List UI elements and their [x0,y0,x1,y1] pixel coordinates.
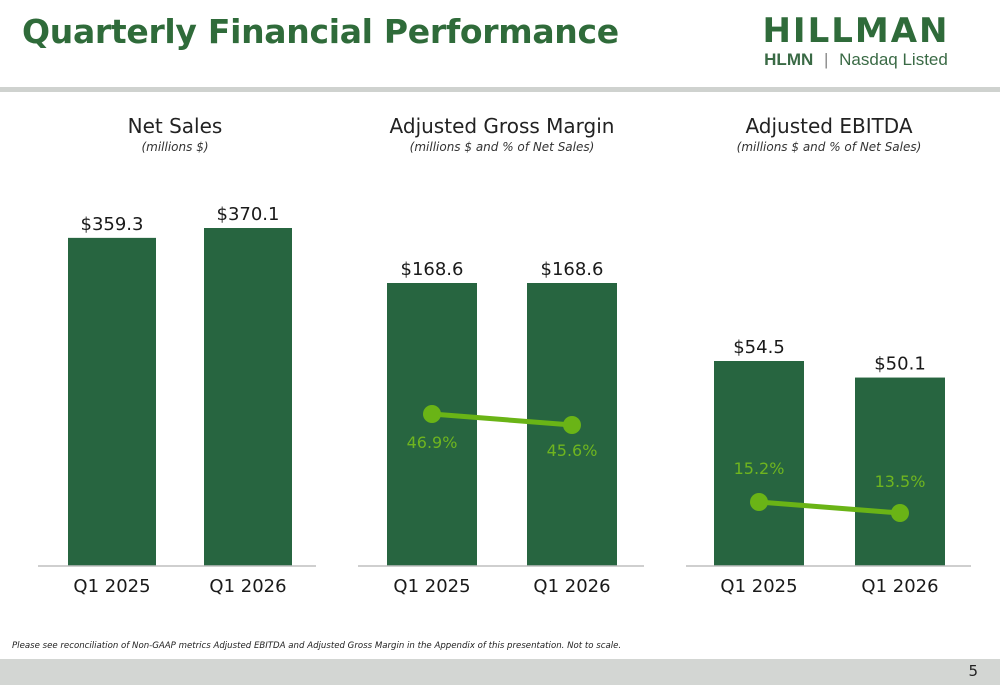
bar-value-label: $168.6 [541,259,604,280]
logo-subline: HLMN | Nasdaq Listed [722,50,990,70]
chart-title: Net Sales [128,114,223,138]
logo-exchange: Nasdaq Listed [839,50,948,69]
bar-value-label: $50.1 [874,354,926,375]
chart-subtitle: (millions $) [141,140,208,154]
percent-point [423,405,441,423]
bar-value-label: $359.3 [81,214,144,235]
page-title: Quarterly Financial Performance [22,12,619,51]
header-divider [0,87,1000,92]
chart-title: Adjusted Gross Margin [390,114,615,138]
logo-separator: | [824,50,829,69]
percent-line [429,411,575,428]
logo-wordmark: HILLMAN [762,11,950,51]
company-logo: HILLMAN HLMN | Nasdaq Listed [722,14,990,70]
x-tick-label: Q1 2026 [533,576,610,597]
percent-point [750,493,768,511]
percent-label: 13.5% [875,472,926,491]
chart-title: Adjusted EBITDA [745,114,912,138]
percent-label: 46.9% [407,433,458,452]
bar [68,237,156,566]
chart-subtitle: (millions $ and % of Net Sales) [410,140,595,154]
chart-subtitle: (millions $ and % of Net Sales) [737,140,922,154]
x-tick-label: Q1 2026 [861,576,938,597]
bar-value-label: $168.6 [401,259,464,280]
percent-label: 15.2% [734,459,785,478]
percent-line [756,499,903,516]
percent-point [563,416,581,434]
bar-value-label: $54.5 [733,337,785,358]
logo-ticker: HLMN [764,50,814,69]
x-tick-label: Q1 2026 [209,576,286,597]
footer-bar: 5 [0,659,1000,685]
percent-point [891,504,909,522]
percent-label: 45.6% [547,441,598,460]
bar [855,377,945,566]
x-tick-label: Q1 2025 [73,576,150,597]
x-tick-label: Q1 2025 [393,576,470,597]
bar [204,228,292,566]
page-number: 5 [968,662,978,680]
bar [387,283,477,566]
bar-value-label: $370.1 [217,204,280,225]
x-tick-label: Q1 2025 [720,576,797,597]
bar [714,361,804,566]
footnote: Please see reconciliation of Non-GAAP me… [12,641,622,651]
